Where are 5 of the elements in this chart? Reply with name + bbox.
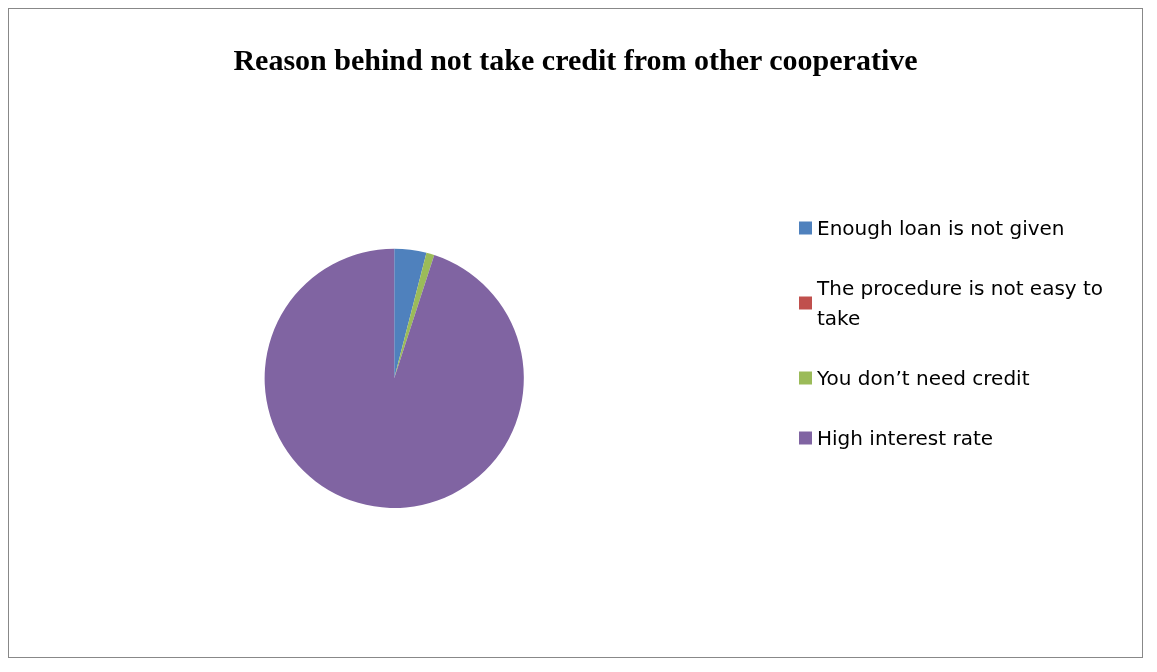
legend-label: Enough loan is not given <box>817 216 1065 240</box>
legend-label: You don’t need credit <box>816 366 1030 390</box>
legend-label: High interest rate <box>817 426 994 450</box>
legend-label: The procedure is not easy to take <box>816 276 1110 330</box>
chart-title: Reason behind not take credit from other cooperative <box>233 42 918 76</box>
